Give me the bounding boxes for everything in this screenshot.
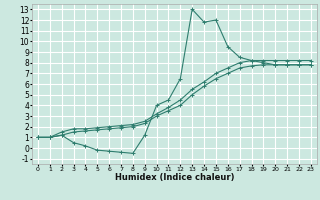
X-axis label: Humidex (Indice chaleur): Humidex (Indice chaleur) [115, 173, 234, 182]
